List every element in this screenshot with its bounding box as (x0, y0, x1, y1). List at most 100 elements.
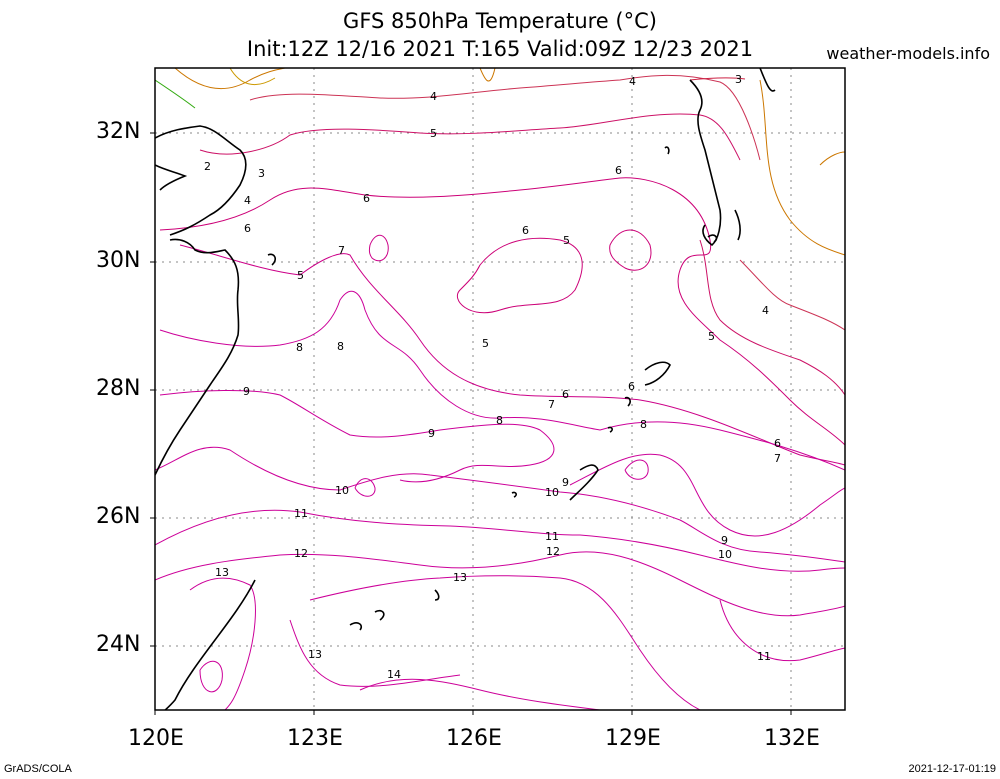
contour-13-b (309, 575, 701, 710)
contour-label: 13 (308, 648, 322, 661)
coastlines (155, 68, 776, 710)
contour-label: 5 (708, 330, 715, 343)
contour-14-a (359, 678, 601, 710)
contour-cool-c (479, 68, 496, 82)
contour-label: 11 (757, 650, 771, 663)
contour-3-ne (689, 77, 746, 81)
contour-label: 5 (482, 337, 489, 350)
contour-label: 6 (628, 380, 635, 393)
contour-10-main (155, 446, 845, 563)
contour-label: 12 (294, 547, 308, 560)
island-small-c (511, 491, 517, 498)
contour-label: 8 (296, 341, 303, 354)
contour-11-main (155, 509, 845, 572)
contour-label: 5 (297, 269, 304, 282)
coast-china-south (155, 238, 240, 476)
contour-11-south (719, 599, 845, 662)
island-ishigaki (374, 609, 385, 621)
coast-japan-kyushu (689, 79, 722, 247)
contour-13-a (189, 577, 256, 710)
coast-china-shanghai (155, 164, 188, 191)
island-small-d (267, 253, 277, 266)
contour-5-north (199, 113, 741, 161)
contour-cool-b (229, 68, 276, 86)
contour-label: 11 (294, 507, 308, 520)
contour-label: 3 (258, 167, 265, 180)
contour-label: 8 (640, 418, 647, 431)
contour-14-loop (199, 660, 223, 693)
contour-label: 9 (243, 385, 250, 398)
island-small-b (607, 426, 613, 433)
lat-label-26n: 26N (96, 504, 141, 529)
contour-label: 6 (774, 437, 781, 450)
contour-label: 11 (545, 530, 559, 543)
contour-label: 6 (522, 224, 529, 237)
contour-label: 2 (204, 160, 211, 173)
contour-12-main (155, 551, 845, 617)
contour-label: 6 (562, 388, 569, 401)
lon-label-126e: 126E (446, 726, 502, 751)
coast-japan-east (759, 68, 776, 92)
contour-label: 9 (428, 427, 435, 440)
contour-labels: 2 3 3 4 4 4 4 5 5 5 5 5 6 6 6 6 6 6 6 7 … (204, 73, 781, 681)
lon-label-129e: 129E (605, 726, 661, 751)
contour-label: 14 (387, 668, 401, 681)
contour-label: 10 (545, 486, 559, 499)
contour-6-loop (609, 229, 652, 271)
contour-8-main (159, 290, 845, 471)
contour-label: 6 (244, 222, 251, 235)
contour-label: 5 (563, 234, 570, 247)
contour-label: 4 (430, 90, 437, 103)
contour-10-loop (354, 478, 376, 497)
island-miyako (349, 622, 363, 631)
island-yonaguni (434, 589, 440, 601)
contour-label: 5 (430, 127, 437, 140)
contour-cold (155, 79, 196, 109)
coast-taiwan (164, 579, 256, 710)
contour-label: 4 (629, 75, 636, 88)
contour-label: 4 (244, 194, 251, 207)
lat-label-30n: 30N (96, 248, 141, 273)
contour-label: 13 (453, 571, 467, 584)
contour-label: 6 (615, 164, 622, 177)
contour-5-east (699, 239, 845, 396)
contour-label: 9 (721, 534, 728, 547)
contour-9-east (569, 453, 845, 537)
lat-label-28n: 28N (96, 376, 141, 401)
contour-4-north (249, 74, 761, 161)
contour-cool-a (174, 68, 286, 90)
contour-6-north (159, 177, 845, 446)
contour-label: 10 (718, 548, 732, 561)
contour-label: 7 (774, 452, 781, 465)
island-tanegashima (734, 209, 741, 241)
contour-7-main (179, 244, 845, 466)
contour-label: 8 (496, 414, 503, 427)
contour-7-loop (368, 234, 389, 262)
contour-label: 3 (735, 73, 742, 86)
lat-label-32n: 32N (96, 119, 141, 144)
footer-timestamp: 2021-12-17-01:19 (908, 763, 996, 775)
lon-label-123e: 123E (287, 726, 343, 751)
contour-6-inner (457, 237, 583, 314)
island-small-a (624, 396, 631, 407)
contour-label: 13 (215, 566, 229, 579)
footer-software: GrADS/COLA (4, 763, 72, 775)
contour-label: 10 (335, 484, 349, 497)
contour-9-main (159, 390, 555, 483)
plot-frame (154, 67, 846, 711)
island-amami (644, 361, 671, 386)
island-small-e (664, 146, 670, 155)
lon-label-132e: 132E (764, 726, 820, 751)
chart-title: GFS 850hPa Temperature (°C) (343, 9, 657, 33)
lat-label-24n: 24N (96, 632, 141, 657)
contour-label: 6 (363, 192, 370, 205)
tick-marks (150, 132, 792, 715)
contour-10-loop-b (624, 459, 649, 480)
gridlines (154, 68, 845, 710)
contour-label: 9 (562, 476, 569, 489)
chart-subtitle: Init:12Z 12/16 2021 T:165 Valid:09Z 12/2… (246, 37, 754, 61)
contour-label: 8 (337, 340, 344, 353)
contour-label: 7 (338, 244, 345, 257)
contour-cool-d (759, 79, 845, 256)
